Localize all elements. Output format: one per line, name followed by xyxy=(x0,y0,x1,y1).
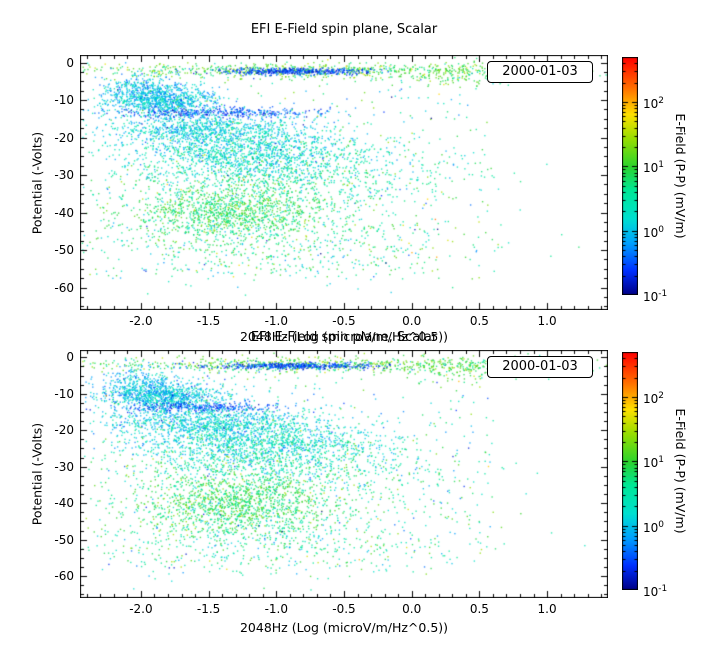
x-tick-label: -1.5 xyxy=(196,314,221,328)
x-tick-label: 0.5 xyxy=(469,602,489,616)
x-tick-label: -2.0 xyxy=(129,602,153,616)
y-axis-label: Potential (-Volts) xyxy=(29,131,45,234)
y-tick-label: 0 xyxy=(66,55,74,70)
x-tick-label: -0.5 xyxy=(332,314,356,328)
colorbar-tick-label: 10-1 xyxy=(643,584,668,599)
plot-title: EFI E-Field spin plane, Scalar xyxy=(250,330,438,345)
x-tick-label: 0.0 xyxy=(402,314,422,328)
colorbar-tick-label: 101 xyxy=(643,160,665,176)
colorbar-canvas xyxy=(622,352,638,590)
date-annotation: 2000-01-03 xyxy=(487,356,593,378)
colorbar-tick-label: 102 xyxy=(643,95,665,111)
y-tick-label: -40 xyxy=(54,496,74,511)
x-tick-label: 1.0 xyxy=(537,314,557,328)
y-axis-label: Potential (-Volts) xyxy=(29,422,45,526)
colorbar-tick-label: 100 xyxy=(643,519,665,535)
x-axis-label: 2048Hz (Log (microV/m/Hz^0.5)) xyxy=(239,620,449,635)
colorbar-tick-label: 101 xyxy=(643,455,665,471)
y-tick-label: -60 xyxy=(54,280,74,295)
x-tick-label: -2.0 xyxy=(129,314,153,328)
x-axis-label: 2048Hz (Log (microV/m/Hz^0.5)) xyxy=(239,329,449,344)
x-tick-label: 0.5 xyxy=(469,314,489,328)
colorbar-label: E-Field (P-P) (mV/m) xyxy=(673,408,688,534)
colorbar-tick-label: 10-1 xyxy=(643,289,668,304)
y-tick-label: -30 xyxy=(54,168,74,182)
x-tick-label: 1.0 xyxy=(537,602,557,616)
x-tick-label: -1.0 xyxy=(264,602,288,616)
date-annotation: 2000-01-03 xyxy=(487,61,593,83)
colorbar-label: E-Field (P-P) (mV/m) xyxy=(673,113,688,239)
y-tick-label: -10 xyxy=(54,93,74,107)
x-tick-label: -1.5 xyxy=(196,602,221,616)
plot-canvas xyxy=(80,55,608,310)
y-tick-label: 0 xyxy=(66,350,74,365)
x-tick-label: 0.0 xyxy=(402,602,422,616)
y-tick-label: -20 xyxy=(54,423,74,438)
y-tick-label: -10 xyxy=(54,386,74,401)
y-tick-label: -30 xyxy=(54,459,74,474)
y-tick-label: -40 xyxy=(54,205,74,220)
y-tick-label: -50 xyxy=(54,243,74,257)
y-tick-label: -50 xyxy=(54,532,74,547)
x-tick-label: -1.0 xyxy=(264,314,288,328)
plot-canvas xyxy=(80,350,608,598)
colorbar-canvas xyxy=(622,57,638,295)
y-tick-label: -60 xyxy=(54,569,74,584)
y-tick-label: -20 xyxy=(54,130,74,145)
colorbar-tick-label: 100 xyxy=(643,224,665,240)
colorbar-tick-label: 102 xyxy=(643,390,665,406)
plot-title: EFI E-Field spin plane, Scalar xyxy=(250,22,438,37)
x-tick-label: -0.5 xyxy=(332,602,356,616)
